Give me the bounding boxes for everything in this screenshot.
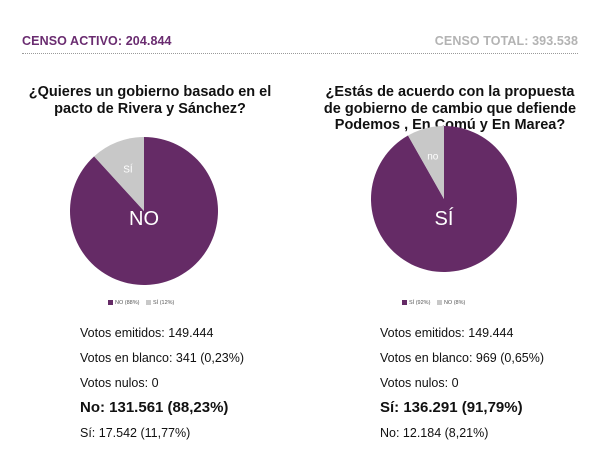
- chart-title-line: ¿Quieres un gobierno basado en el: [28, 84, 272, 100]
- legend-label: NO (88%): [115, 300, 140, 306]
- chart-title-line: pacto de Rivera y Sánchez?: [54, 100, 246, 117]
- pie-chart-right: SÍ no: [371, 126, 517, 272]
- header-divider: [22, 53, 578, 54]
- votos-blanco: Votos en blanco: 969 (0,65%): [380, 351, 545, 365]
- chart-title-line: Podemos , En Comú y En Marea?: [334, 117, 566, 133]
- pie-slice-minor: [407, 126, 444, 199]
- legend-swatch-major: [108, 300, 113, 305]
- pie-label-major: SÍ: [435, 207, 454, 230]
- legend-item: NO (88%): [108, 300, 139, 306]
- pie-label-minor: SÍ: [123, 163, 133, 176]
- resultado-secundario: Sí: 17.542 (11,77%): [80, 426, 191, 440]
- legend-item: SÍ (92%): [402, 300, 430, 306]
- pie-label-major: NO: [129, 208, 159, 230]
- legend-swatch-minor: [145, 300, 151, 305]
- chart-legend-right: SÍ (92%) NO (8%): [402, 300, 470, 306]
- legend-swatch-major: [402, 300, 407, 305]
- censo-activo: CENSO ACTIVO: 204.844: [22, 34, 172, 48]
- legend-item: SÍ (12%): [145, 300, 175, 306]
- pie-label-minor: no: [427, 152, 439, 163]
- votos-blanco: Votos en blanco: 341 (0,23%): [80, 351, 245, 365]
- chart-title-line: ¿Estás de acuerdo con la propuesta: [325, 84, 575, 100]
- resultado-principal: No: 131.561 (88,23%): [80, 399, 229, 416]
- pie-slice-minor: [94, 137, 144, 211]
- legend-swatch-minor: [436, 300, 442, 305]
- legend-label: SÍ (92%): [409, 300, 431, 306]
- votos-nulos: Votos nulos: 0: [80, 376, 159, 390]
- legend-label: SÍ (12%): [152, 300, 175, 306]
- votos-emitidos: Votos emitidos: 149.444: [380, 326, 514, 340]
- chart-title-line: de gobierno de cambio que defiende: [323, 100, 577, 117]
- pie-chart-left: NO SÍ: [70, 137, 219, 285]
- chart-title-right: ¿Estás de acuerdo con la propuesta de go…: [300, 84, 600, 134]
- censo-total: CENSO TOTAL: 393.538: [434, 34, 578, 48]
- legend-item: NO (8%): [436, 300, 466, 306]
- votos-emitidos: Votos emitidos: 149.444: [80, 326, 214, 340]
- chart-legend-left: NO (88%) SÍ (12%): [108, 300, 179, 306]
- resultado-principal: Sí: 136.291 (91,79%): [380, 399, 523, 416]
- votos-nulos: Votos nulos: 0: [380, 376, 459, 390]
- chart-panel-right: ¿Estás de acuerdo con la propuesta de go…: [300, 0, 600, 472]
- chart-panel-left: ¿Quieres un gobierno basado en el pacto …: [0, 84, 300, 440]
- header: CENSO ACTIVO: 204.844 CENSO TOTAL: 393.5…: [22, 34, 578, 50]
- legend-label: NO (8%): [443, 300, 466, 306]
- chart-title-left: ¿Quieres un gobierno basado en el pacto …: [0, 84, 300, 117]
- resultado-secundario: No: 12.184 (8,21%): [380, 426, 489, 440]
